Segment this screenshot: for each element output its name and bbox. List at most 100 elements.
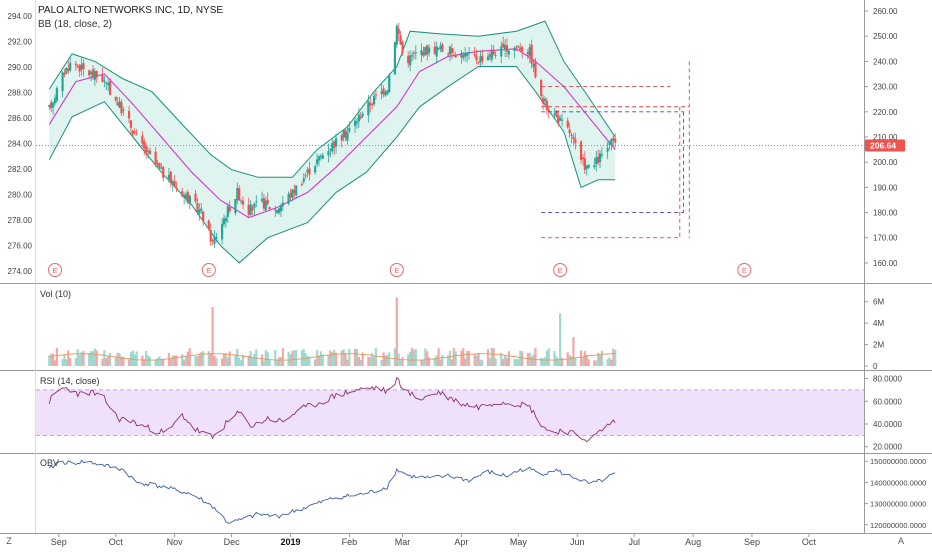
candle-body [302,178,305,182]
volume-bar [481,360,484,366]
candle-body [160,167,163,169]
earnings-marker-label: E [206,266,211,275]
volume-bar [547,348,550,366]
candle-body [274,209,277,211]
candle-body [409,55,412,66]
candle-body [319,155,322,157]
volume-bar [467,351,471,366]
volume-bar [186,351,190,366]
volume-bar [557,358,560,366]
x-axis-tick-label: 2019 [280,537,300,547]
candle-body [435,46,438,57]
right-price-tick-label: 210.00 [873,133,898,142]
candle-body [519,47,522,51]
candle-body [122,109,125,111]
volume-bar [241,354,245,366]
candle-body [291,189,294,198]
volume-bar [587,359,590,366]
candle-body [116,102,119,106]
volume-bar [82,350,85,366]
candle-body [276,210,279,214]
candle-body [426,45,429,55]
volume-bar [437,348,440,366]
candle-body [441,44,444,52]
candle-body [221,223,224,240]
candle-body [583,158,586,170]
volume-bar [519,350,522,366]
candle-body [428,47,431,53]
bollinger-indicator-label[interactable]: BB (18, close, 2) [38,19,112,30]
volume-bar [372,356,376,366]
volume-panel-label[interactable]: Vol (10) [40,289,72,299]
volume-bar [327,354,330,366]
volume-bar [181,354,184,366]
candle-body [175,187,178,189]
candle-body [331,143,334,152]
volume-bar [534,347,537,366]
rsi-axis-tick-label: 60.0000 [873,397,902,406]
volume-bar [386,355,389,366]
candle-body [447,54,450,56]
earnings-marker [553,263,568,277]
candle-body [207,220,210,229]
zoom-button[interactable]: Z [6,536,12,546]
volume-bar [593,360,596,366]
candle-body [51,102,55,108]
volume-bar [572,337,575,366]
volume-bar [462,348,465,366]
volume-bar [340,350,343,366]
volume-bar [268,358,271,366]
candle-body [505,45,509,52]
volume-bar [598,355,602,366]
volume-bar [475,355,478,366]
volume-bar [103,350,106,366]
candle-body [146,150,150,152]
candle-body [145,146,148,154]
candle-body [131,130,134,135]
candle-body [399,35,402,45]
candle-body [82,63,85,70]
candle-body [247,204,250,215]
auto-scale-button[interactable]: A [897,536,904,546]
volume-bar [600,350,604,366]
candle-body [587,164,590,168]
candle-body [181,191,184,197]
candle-body [424,46,427,56]
volume-bar [158,356,161,366]
volume-bar [175,355,178,366]
volume-bar [146,355,150,366]
candle-body [479,56,482,63]
candle-body [169,171,172,184]
right-price-tick-label: 220.00 [873,108,898,117]
candle-body [560,119,564,121]
volume-bar [249,350,252,366]
candle-body [103,80,106,82]
volume-bar [51,353,55,366]
volume-bar [279,357,283,366]
candle-body [568,129,571,134]
volume-bar [67,350,70,366]
candle-body [188,195,191,204]
volume-bar [251,358,254,366]
volume-bar [490,347,493,366]
volume-bar [486,349,490,366]
volume-bar [314,359,317,366]
volume-bar [69,357,72,366]
obv-panel-label[interactable]: OBV [40,458,60,468]
candle-body [348,127,351,132]
left-price-tick-label: 292.00 [8,38,33,47]
candle-body [264,200,267,211]
candle-body [585,165,588,169]
candle-body [249,204,252,216]
volume-bar [517,359,520,366]
volume-bar [545,350,548,366]
candle-body [595,157,598,165]
candle-body [308,168,311,175]
volume-bar [465,350,469,366]
candle-body [610,139,613,145]
volume-bar [521,351,524,366]
rsi-panel-label[interactable]: RSI (14, close) [40,376,100,386]
volume-bar [555,356,558,366]
volume-bar [234,355,237,366]
